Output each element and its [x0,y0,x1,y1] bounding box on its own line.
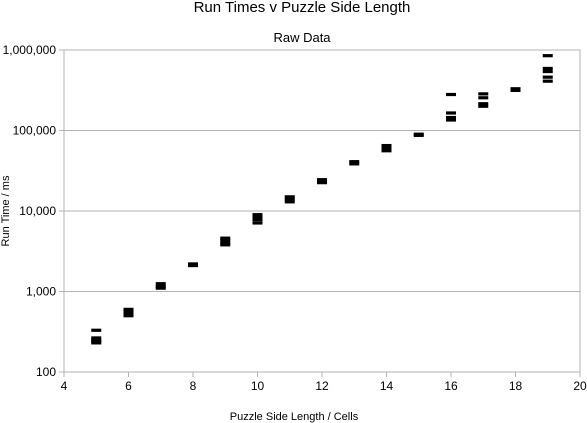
data-point [220,238,231,243]
data-point [252,221,263,225]
x-tick-label: 8 [190,379,197,393]
data-point [188,262,198,266]
data-point [381,146,392,150]
data-point [446,118,456,122]
data-point [252,215,263,219]
data-point [446,111,456,115]
y-tick-label: 10,000 [19,204,56,218]
chart-title: Run Times v Puzzle Side Length [194,0,411,16]
data-point [220,243,231,247]
data-point [91,336,102,340]
y-tick-label: 100 [36,365,56,379]
data-point [542,79,553,83]
data-point [510,88,521,92]
x-tick-label: 18 [509,379,523,393]
data-point [155,282,166,286]
data-point [284,200,295,204]
data-point [220,236,231,240]
data-point [91,341,102,345]
x-tick-label: 14 [380,379,394,393]
data-point [478,102,489,106]
data-point [284,197,295,201]
data-point [317,178,327,182]
x-tick-label: 12 [315,379,329,393]
y-tick-label: 100,000 [13,124,57,138]
y-tick-label: 1,000 [26,285,56,299]
data-point [542,66,553,71]
data-point [91,328,102,332]
data-point [284,195,295,199]
x-tick-label: 6 [125,379,132,393]
data-point [478,96,489,100]
data-point [413,133,424,137]
x-tick-label: 16 [444,379,458,393]
data-point [349,162,360,166]
data-point [446,92,456,97]
data-point [349,160,360,164]
data-point [123,307,134,311]
data-point [123,310,134,314]
data-point [123,314,134,318]
x-tick-label: 10 [251,379,265,393]
y-axis-label: Run Time / ms [0,175,12,246]
x-tick-label: 4 [61,379,68,393]
x-axis-label: Puzzle Side Length / Cells [230,411,359,423]
data-point [317,181,327,185]
data-point [220,241,231,245]
data-point [252,218,263,222]
y-tick-labels: 100 1,000 10,000 100,000 1,000,000 [3,43,64,379]
data-point [542,69,553,74]
data-point [155,286,166,290]
data-point [542,75,553,79]
data-points [91,54,553,345]
data-point [252,213,263,217]
data-point [188,263,198,268]
data-point [446,115,456,120]
chart-subtitle: Raw Data [273,30,331,45]
data-point [478,104,489,108]
x-tick-label: 20 [573,379,587,393]
x-tick-labels: 4 6 8 10 12 14 16 18 20 [61,372,587,393]
data-point [542,54,553,58]
data-point [478,92,489,96]
data-point [510,87,521,91]
data-point [381,149,392,153]
data-point [381,143,392,148]
gridlines [64,49,580,373]
y-tick-label: 1,000,000 [3,43,57,57]
